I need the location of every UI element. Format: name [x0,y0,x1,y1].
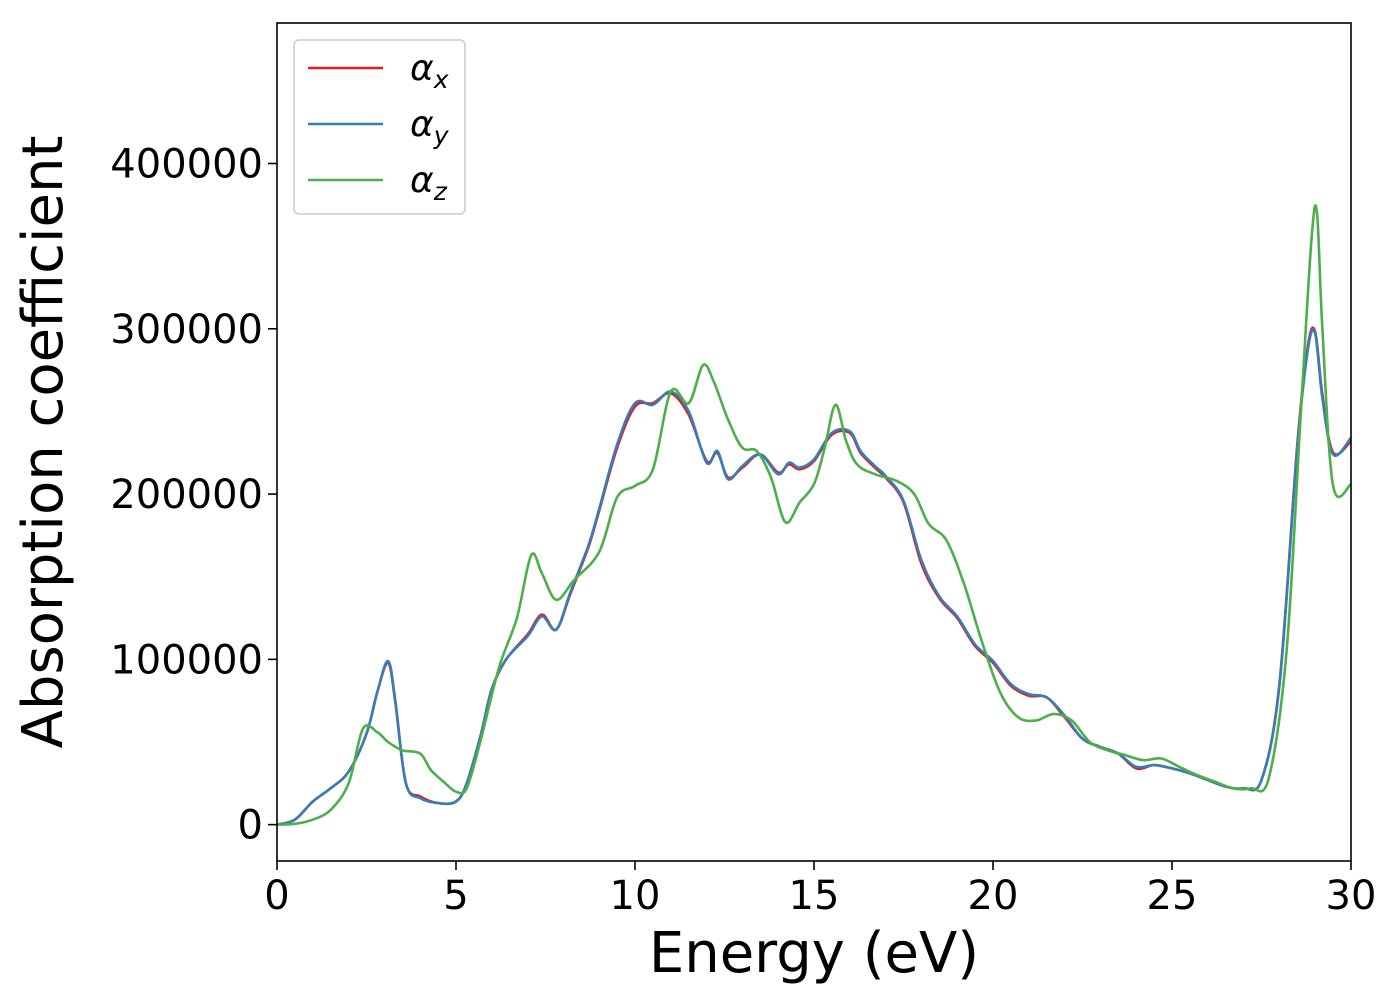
x-tick-label: 0 [264,873,289,919]
y-axis-ticks: 0 100000 200000 300000 400000 [110,141,277,849]
series-layer [277,204,1351,826]
y-tick-label: 300000 [110,307,263,353]
x-tick-label: 10 [610,873,661,919]
x-axis-label: Energy (eV) [649,921,979,986]
x-tick-label: 30 [1326,873,1377,919]
series-line-x [277,326,1351,826]
series-line-y [277,328,1351,826]
series-line-z [277,204,1351,826]
y-axis-label: Absorption coefficient [11,136,76,749]
x-tick-label: 5 [443,873,468,919]
x-axis-ticks: 0 5 10 15 20 25 30 [264,861,1376,919]
legend-frame [293,39,466,215]
y-tick-label: 0 [238,803,263,849]
x-tick-label: 20 [968,873,1019,919]
x-tick-label: 15 [789,873,840,919]
y-tick-label: 400000 [110,141,263,187]
y-tick-label: 100000 [110,637,263,683]
x-tick-label: 25 [1147,873,1198,919]
y-tick-label: 200000 [110,472,263,518]
